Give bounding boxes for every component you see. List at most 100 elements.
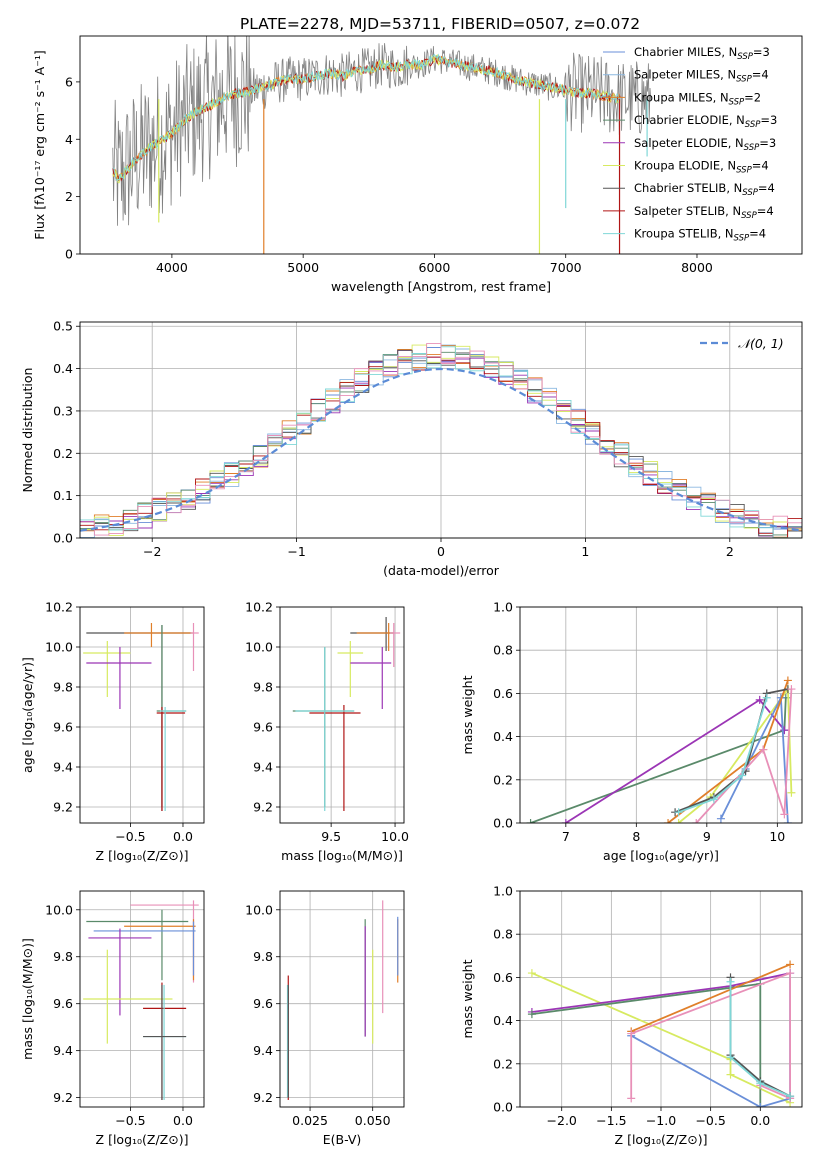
- errorbar-point: [86, 909, 189, 981]
- legend: Chabrier MILES, NSSP=3 Salpeter MILES, NS…: [603, 45, 777, 244]
- tick-label-y: 10.0: [45, 902, 73, 917]
- tick-label-x: 8: [632, 829, 640, 844]
- axis-label-y: mass [log₁₀(M/M⊙)]: [20, 938, 35, 1060]
- data-point: [780, 810, 789, 819]
- tick-label-y: 0.2: [493, 1056, 513, 1071]
- data-point: [759, 745, 768, 754]
- data-point: [756, 1103, 765, 1107]
- tick-label-y: 0.5: [53, 319, 73, 334]
- tick-label-x: −1.0: [646, 1113, 676, 1128]
- tick-label-y: 0.2: [53, 446, 73, 461]
- axis-label-x: E(B-V): [323, 1132, 362, 1147]
- tick-label-y: 9.2: [53, 800, 73, 815]
- axis-label-y: mass weight: [460, 959, 475, 1038]
- tick-label-y: 9.6: [253, 720, 273, 735]
- tick-label-x: −1.5: [596, 1113, 626, 1128]
- tick-label-y: 9.8: [253, 680, 273, 695]
- legend-entry: Kroupa STELIB, NSSP=4: [634, 227, 766, 244]
- axes-frame: [279, 890, 405, 1108]
- tick-label-y: 0.0: [493, 1100, 513, 1115]
- chart-layer: 4000 5000 6000 7000 8000 0 2 4 6 wavelength [Angs…: [20, 35, 803, 1147]
- tick-label-x: 6000: [419, 260, 451, 275]
- tick-label-x: 2: [726, 544, 734, 559]
- plot-area: [526, 676, 796, 823]
- data-point: [692, 819, 701, 823]
- data-point: [674, 819, 683, 823]
- tick-label-y: 6: [65, 74, 73, 89]
- data-point: [756, 1079, 765, 1088]
- axes-frame: [79, 321, 803, 539]
- plot-area: [286, 900, 399, 1100]
- errorbar-point: [156, 707, 186, 811]
- tick-label-y: 9.4: [53, 760, 73, 775]
- panel-spectrum: 4000 5000 6000 7000 8000 0 2 4 6 wavelength [Angs…: [32, 35, 803, 294]
- legend-entry: 𝒩(0, 1): [738, 336, 784, 351]
- data-point: [783, 819, 792, 823]
- tick-label-x: 1: [581, 544, 589, 559]
- normal-reference: [80, 367, 802, 532]
- axes-frame: [519, 890, 803, 1108]
- series-line: [678, 697, 768, 814]
- tick-label-x: 9.5: [321, 829, 341, 844]
- tick-label-x: 7: [562, 829, 570, 844]
- legend-entry: Chabrier ELODIE, NSSP=3: [634, 113, 777, 130]
- errorbar-point: [309, 705, 361, 811]
- data-point: [787, 685, 796, 694]
- axes-frame: [79, 35, 803, 255]
- data-point: [527, 969, 536, 978]
- data-point: [786, 969, 795, 978]
- errorbar-point: [350, 617, 394, 651]
- tick-label-y: 0.1: [53, 488, 73, 503]
- data-point: [787, 788, 796, 797]
- axes-frame: [519, 606, 803, 824]
- tick-label-y: 10.0: [45, 640, 73, 655]
- errorbar-point: [124, 919, 196, 981]
- tick-label-y: 0.4: [53, 361, 73, 376]
- plot-area: [112, 36, 652, 254]
- tick-label-y: 0: [65, 247, 73, 262]
- axis-label-y: mass weight: [460, 675, 475, 754]
- tick-label-x: 7000: [550, 260, 582, 275]
- legend-entry: Chabrier STELIB, NSSP=4: [634, 181, 775, 198]
- axis-label-x: Z [log₁₀(Z/Z⊙)]: [96, 1132, 189, 1147]
- tick-label-y: 1.0: [493, 600, 513, 615]
- legend-entry: Salpeter MILES, NSSP=4: [634, 68, 769, 85]
- data-point: [726, 1053, 735, 1062]
- errorbar-point: [93, 921, 196, 976]
- tick-label-y: 9.4: [53, 1043, 73, 1058]
- data-point: [726, 977, 735, 986]
- axis-label-x: Z [log₁₀(Z/Z⊙)]: [96, 848, 189, 863]
- panel-weight-vs-age: 7 8 9 10 0.0 0.2 0.4 0.6 0.8 1.0 age [log₁₀(age/yr…: [460, 600, 803, 863]
- axis-label-x: wavelength [Angstrom, rest frame]: [331, 279, 551, 294]
- panel-age-vs-Z: −0.5 0.0 9.2 9.4 9.6 9.8 10.0 10.2 Z [log₁₀(Z/Z⊙…: [20, 600, 205, 863]
- tick-label-y: 9.6: [53, 720, 73, 735]
- data-point: [780, 726, 789, 735]
- legend-entry: Kroupa ELODIE, NSSP=4: [634, 159, 769, 176]
- errorbar-point: [143, 984, 187, 1100]
- tick-label-y: 0.4: [493, 1013, 513, 1028]
- errorbar-point: [130, 900, 199, 983]
- data-point: [664, 819, 673, 823]
- series-line: [720, 694, 789, 823]
- series-line: [729, 981, 791, 1098]
- data-point: [709, 795, 718, 804]
- series-line: [678, 686, 793, 823]
- tick-label-x: 0.025: [292, 1113, 328, 1128]
- tick-label-x: −0.5: [115, 829, 145, 844]
- tick-label-y: 0.4: [493, 729, 513, 744]
- tick-label-y: 10.0: [245, 640, 273, 655]
- tick-label-x: 4000: [156, 260, 188, 275]
- errorbar-point: [86, 647, 152, 709]
- plot-area: [527, 960, 795, 1107]
- tick-label-y: 9.2: [253, 1090, 273, 1105]
- data-point: [738, 771, 747, 780]
- data-point: [674, 808, 683, 817]
- axis-label-y: Normed distribution: [20, 368, 35, 493]
- data-point: [786, 1092, 795, 1101]
- plot-area: [80, 343, 802, 538]
- observed-spectrum: [112, 36, 652, 226]
- model-spectrum: [112, 53, 621, 182]
- tick-label-x: 0.0: [173, 829, 193, 844]
- legend-entry: Chabrier MILES, NSSP=3: [634, 45, 770, 62]
- tick-label-x: 0: [437, 544, 445, 559]
